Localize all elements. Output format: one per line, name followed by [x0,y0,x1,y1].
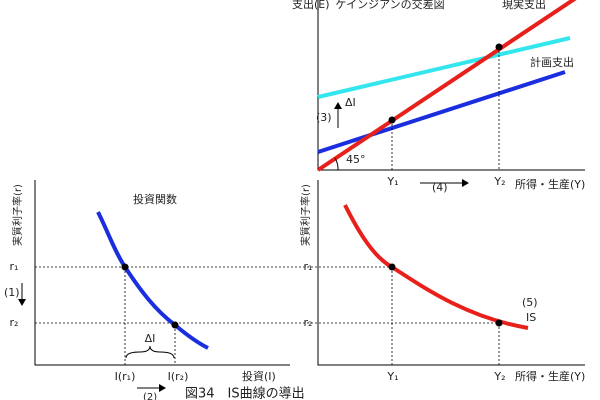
y-tick-label: r₂ [10,316,19,329]
title: ケインジアンの交差図 [335,0,444,11]
point [171,321,179,329]
point [388,116,396,124]
caption: 図34 IS曲線の導出 [185,386,305,400]
y-axis-label: 実質利子率(r) [11,184,24,246]
y-tick-label: r₁ [304,260,313,273]
left-panel: 実質利子率(r) 投資関数 r₁ r₂ (1) ΔI I(r₁) I(r₂) 投… [4,180,290,400]
axes [34,180,290,366]
angle: 45° [346,153,366,166]
point [388,263,396,271]
planned-line [317,70,566,154]
top-panel: 支出(E) ケインジアンの交差図 現実支出 計画支出 (3) ΔI 45° Y₁… [292,0,585,194]
y-tick-label: r₁ [10,260,19,273]
label: 計画支出 [530,55,574,69]
step: (3) [316,111,332,124]
x-tick-label: Y₁ [386,370,398,383]
actual-line [316,0,577,172]
delta: ΔI [345,96,356,109]
point [495,43,503,51]
axes [317,180,585,366]
brace [125,345,175,359]
x-tick-label: Y₁ [386,175,398,188]
guide-lines [124,267,176,365]
x-tick-label: I(r₁) [115,370,136,383]
curve-label: IS [526,311,536,324]
y-tick-label: r₂ [304,316,313,329]
y-axis-label: 実質利子率(r) [299,184,312,246]
delta: ΔI [145,332,156,345]
y-axis-label: 支出(E) [292,0,330,11]
x-axis-label: 所得・生産(Y) [515,177,585,191]
x-tick-label: Y₂ [493,175,505,188]
step: (5) [522,296,538,309]
right-panel: 実質利子率(r) r₁ r₂ (5) IS Y₁ Y₂ 所得・生産(Y) [299,180,585,383]
point [495,319,503,327]
x-axis-label: 所得・生産(Y) [515,369,585,383]
guide-lines [35,266,499,324]
step: (4) [432,181,448,194]
x-tick-label: I(r₂) [168,370,189,383]
guide-lines [391,47,500,170]
is-curve [343,204,529,330]
investment-curve [96,211,209,350]
planned-line-shifted [317,36,571,99]
label: 現実支出 [502,0,546,11]
step: (1) [4,286,20,299]
x-axis-label: 投資(I) [242,369,276,383]
point [121,263,129,271]
step: (2) [143,392,157,400]
guide-lines [391,267,500,365]
x-tick-label: Y₂ [493,370,505,383]
angle-arc [334,157,339,171]
title: 投資関数 [133,192,177,206]
